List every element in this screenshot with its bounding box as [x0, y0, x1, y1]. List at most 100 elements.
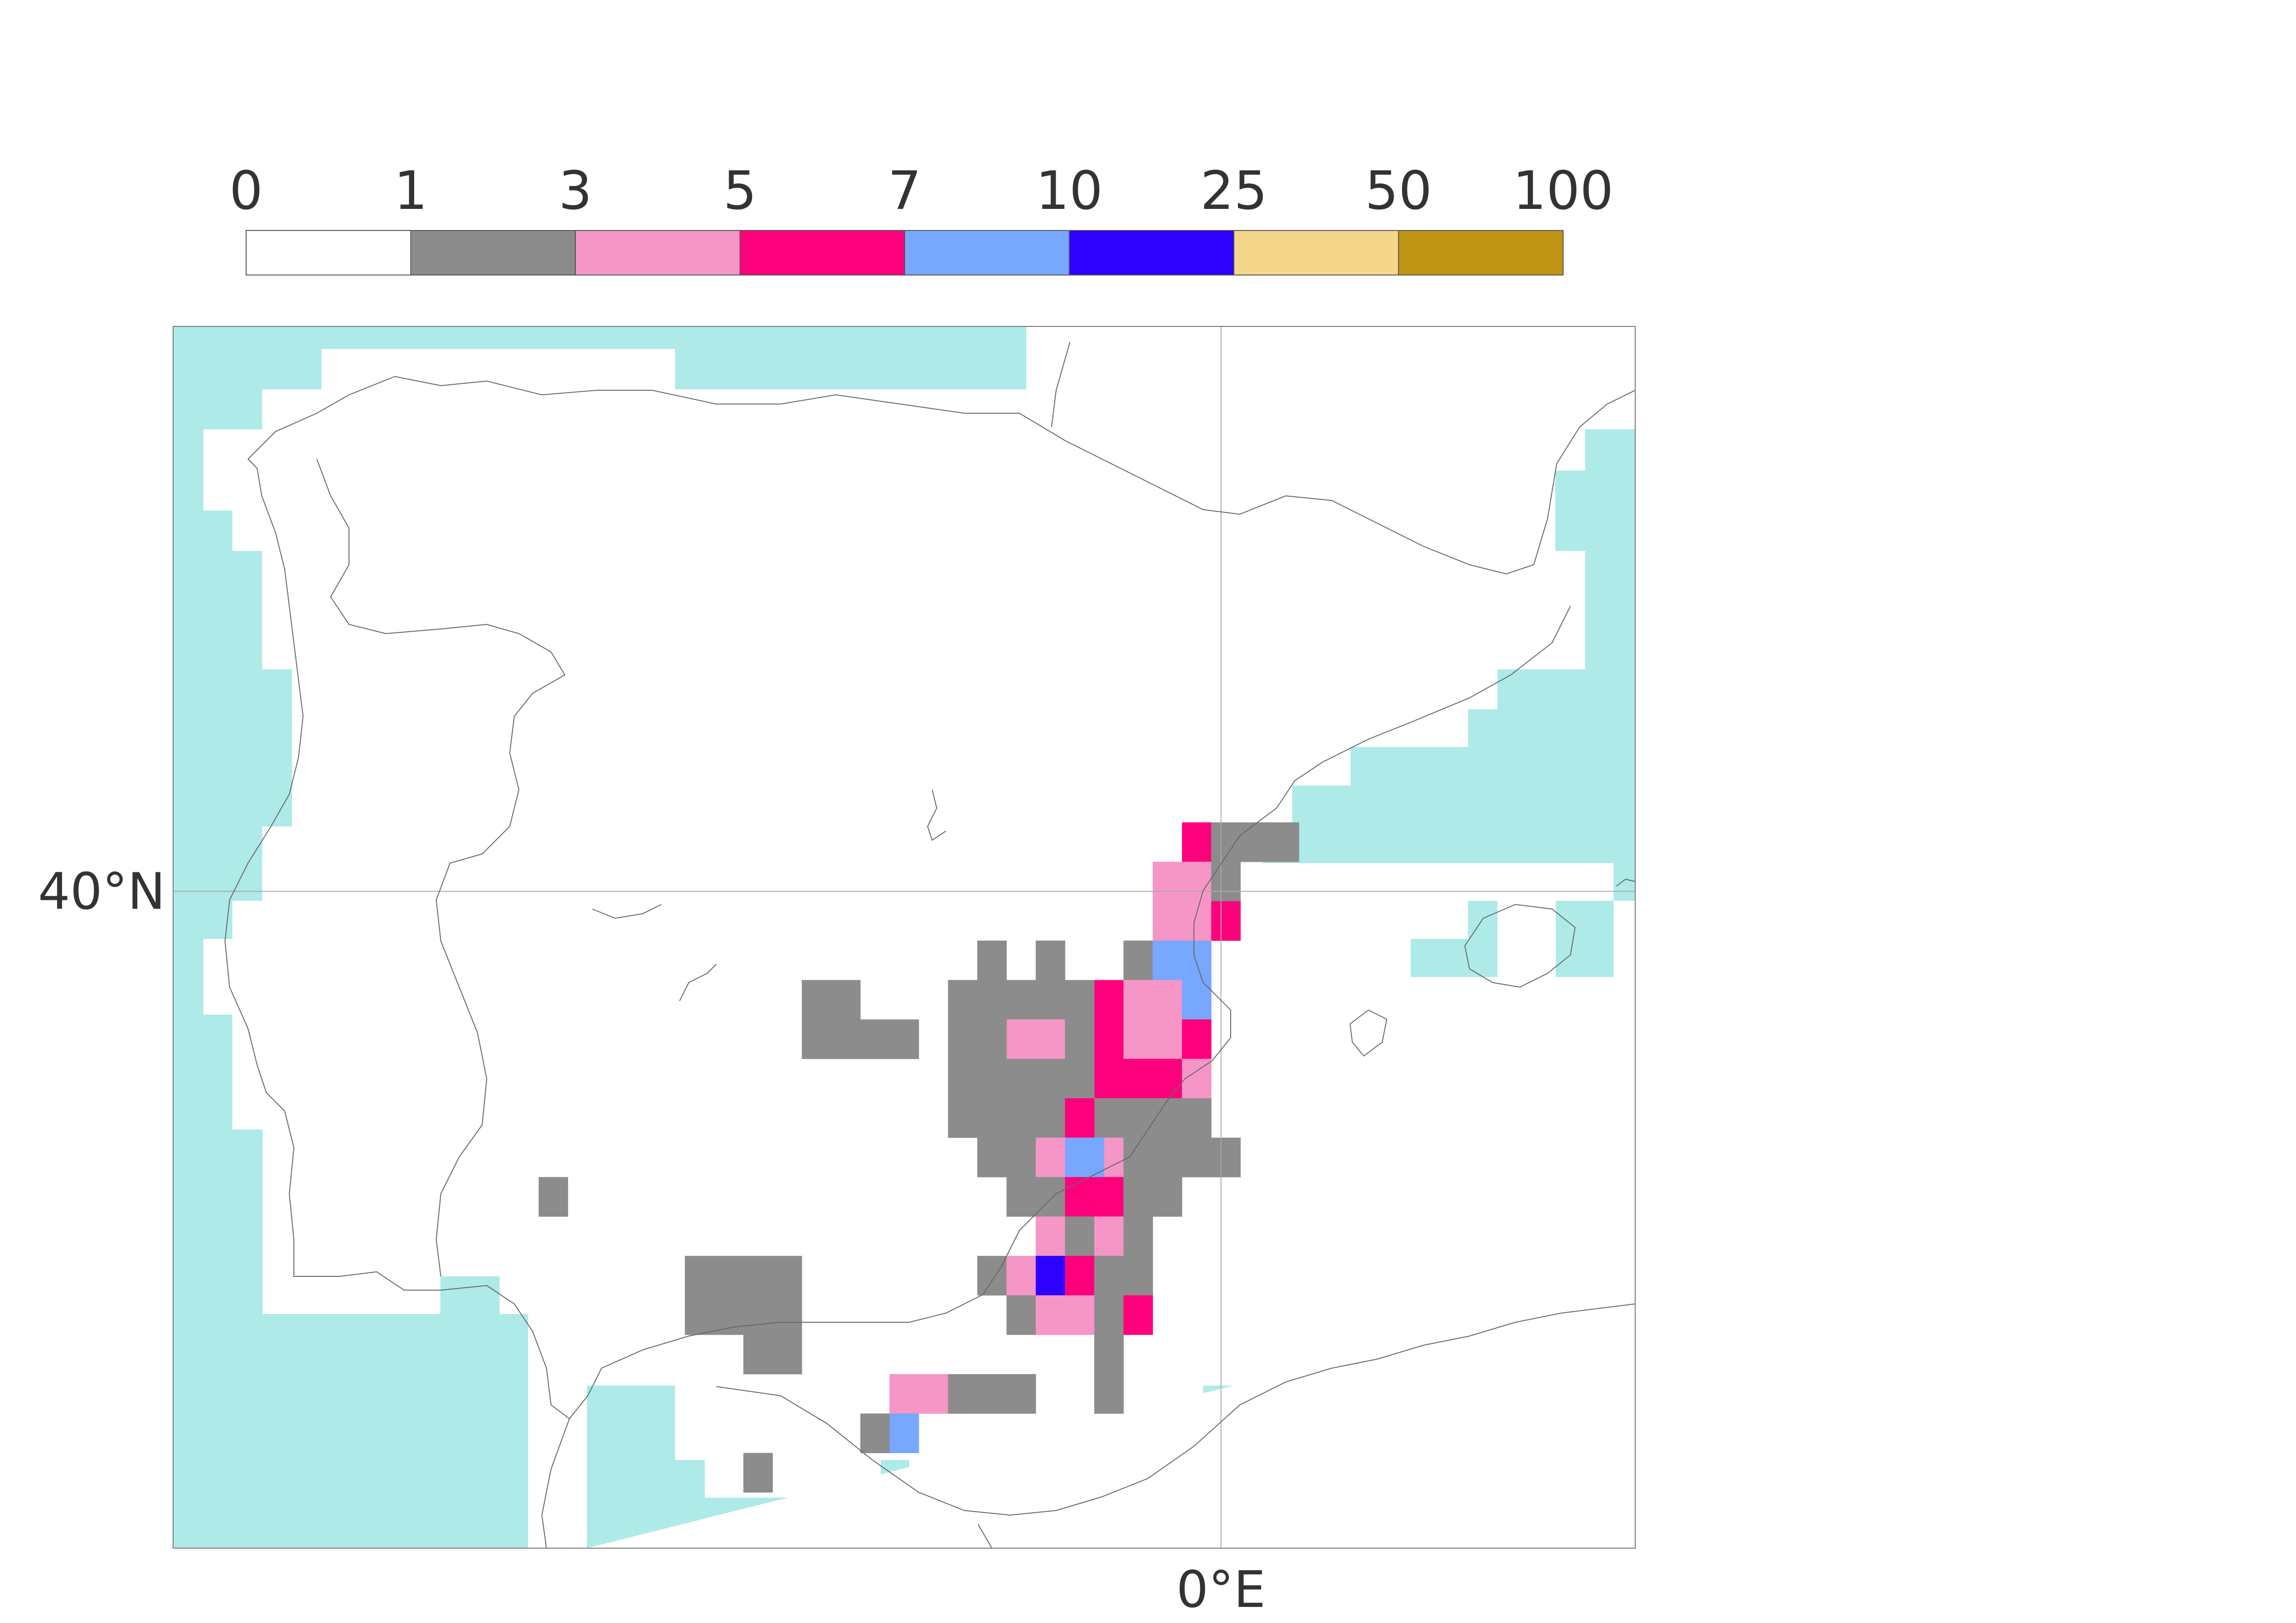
data-grid-cell — [860, 1413, 890, 1454]
data-grid-cell — [1094, 1335, 1124, 1375]
data-grid-cell — [714, 1256, 744, 1296]
data-grid-cell — [1153, 1059, 1182, 1099]
data-grid-cell — [1006, 980, 1036, 1020]
colorbar-tick-labels: 0 1 3 5 7 10 25 50 100 — [229, 160, 1613, 222]
colorbar-swatch — [739, 230, 905, 275]
data-grid-cell — [1123, 940, 1153, 980]
longitude-label: 0°E — [1176, 1560, 1266, 1619]
data-grid-cell — [1123, 1059, 1153, 1099]
data-grid-cell — [1035, 1256, 1065, 1296]
data-grid-cell — [802, 1019, 832, 1059]
data-grid-cell — [1153, 861, 1182, 902]
data-grid-cell — [1094, 1098, 1124, 1138]
data-grid-cell — [1006, 1098, 1036, 1138]
data-grid-cell — [1153, 940, 1182, 980]
coastline — [224, 342, 1635, 1548]
map-frame — [173, 326, 1636, 1549]
colorbar-tick-label: 7 — [888, 160, 921, 222]
colorbar-swatch — [1069, 230, 1234, 275]
data-grid-cell — [1094, 1216, 1124, 1256]
data-grid-cell — [1182, 901, 1212, 941]
data-grid-cell — [1065, 1059, 1095, 1099]
data-grid-cell — [1153, 901, 1182, 941]
data-grid-cell — [1035, 1098, 1065, 1138]
data-grid-cell — [831, 1019, 861, 1059]
data-grid-cell — [1211, 901, 1241, 941]
data-grid-cell — [1123, 980, 1153, 1020]
balearic-land-ibiza — [1322, 1015, 1380, 1093]
data-grid-cell — [1035, 940, 1065, 980]
data-grid-cell — [918, 1374, 949, 1414]
data-grid-cell — [743, 1256, 773, 1296]
data-grid-cell — [1035, 1059, 1065, 1099]
data-grid-cell — [1035, 1177, 1065, 1217]
colorbar-swatch — [1233, 230, 1399, 275]
latitude-label: 40°N — [38, 862, 165, 921]
data-grid-cell — [1182, 1137, 1212, 1178]
data-grid-cell — [1035, 1137, 1065, 1178]
inland-reservoir-2 — [592, 904, 662, 919]
map-panel[interactable] — [173, 326, 1636, 1549]
balearic-land-mallorca — [1497, 863, 1556, 1015]
data-grid-cells — [539, 822, 1300, 1493]
ibiza-coast — [1349, 1009, 1388, 1057]
data-grid-cell — [977, 1019, 1007, 1059]
data-grid-cell — [889, 1374, 919, 1414]
data-grid-cell — [772, 1335, 802, 1375]
colorbar-tick-label: 50 — [1365, 160, 1432, 222]
data-grid-cell — [1153, 1098, 1182, 1138]
inland-reservoir-1 — [927, 789, 946, 841]
data-grid-cell — [1094, 1256, 1124, 1296]
data-grid-cell — [860, 1019, 890, 1059]
data-grid-cell — [1182, 861, 1212, 902]
menorca-coast — [1616, 878, 1635, 887]
colorbar-tick-label: 10 — [1035, 160, 1103, 222]
data-grid-cell — [948, 1019, 978, 1059]
colorbar-swatches — [246, 230, 1564, 275]
colorbar-tick-label: 25 — [1200, 160, 1267, 222]
data-grid-cell — [1065, 1295, 1095, 1335]
mallorca-coast — [1464, 904, 1576, 988]
data-grid-cell — [1006, 1256, 1036, 1296]
colorbar-swatch — [410, 230, 576, 275]
colorbar-tick-label: 3 — [558, 160, 592, 222]
data-grid-cell — [977, 1374, 1007, 1414]
data-grid-cell — [1094, 1177, 1124, 1217]
data-grid-cell — [1211, 1137, 1241, 1178]
colorbar-tick-label: 0 — [229, 160, 263, 222]
data-grid-cell — [1123, 1256, 1153, 1296]
colorbar-swatch — [904, 230, 1070, 275]
data-grid-cell — [1153, 1177, 1182, 1217]
data-grid-cell — [1211, 861, 1241, 902]
data-grid-cell — [743, 1335, 773, 1375]
land-mass — [203, 326, 1635, 1548]
data-grid-cell — [1094, 1374, 1124, 1414]
data-grid-cell — [1035, 1019, 1065, 1059]
data-grid-cell — [1065, 1216, 1095, 1256]
data-grid-cell — [1182, 1098, 1212, 1138]
data-grid-cell — [1075, 1137, 1104, 1178]
data-grid-cell — [1006, 1137, 1036, 1178]
data-grid-cell — [1094, 1019, 1124, 1059]
data-grid-cell — [685, 1256, 715, 1296]
data-grid-cell — [948, 1059, 978, 1099]
data-grid-cell — [977, 1059, 1007, 1099]
data-grid-cell — [977, 940, 1007, 980]
data-grid-cell — [1240, 822, 1270, 862]
data-grid-cell — [1153, 980, 1182, 1020]
data-grid-cell — [685, 1295, 715, 1335]
colorbar-legend: 0 1 3 5 7 10 25 50 100 — [229, 160, 1614, 275]
data-grid-cell — [948, 1374, 978, 1414]
data-grid-cell — [1006, 1019, 1036, 1059]
data-grid-cell — [1065, 1019, 1095, 1059]
data-grid-cell — [743, 1453, 773, 1493]
data-grid-cell — [1182, 1059, 1212, 1099]
data-grid-cell — [1065, 1098, 1095, 1138]
data-grid-cell — [714, 1295, 744, 1335]
data-grid-cell — [1123, 1216, 1153, 1256]
inland-reservoir-3 — [679, 964, 717, 1001]
data-grid-cell — [1094, 980, 1124, 1020]
data-grid-cell — [977, 1256, 1007, 1296]
data-grid-cell — [948, 1098, 978, 1138]
